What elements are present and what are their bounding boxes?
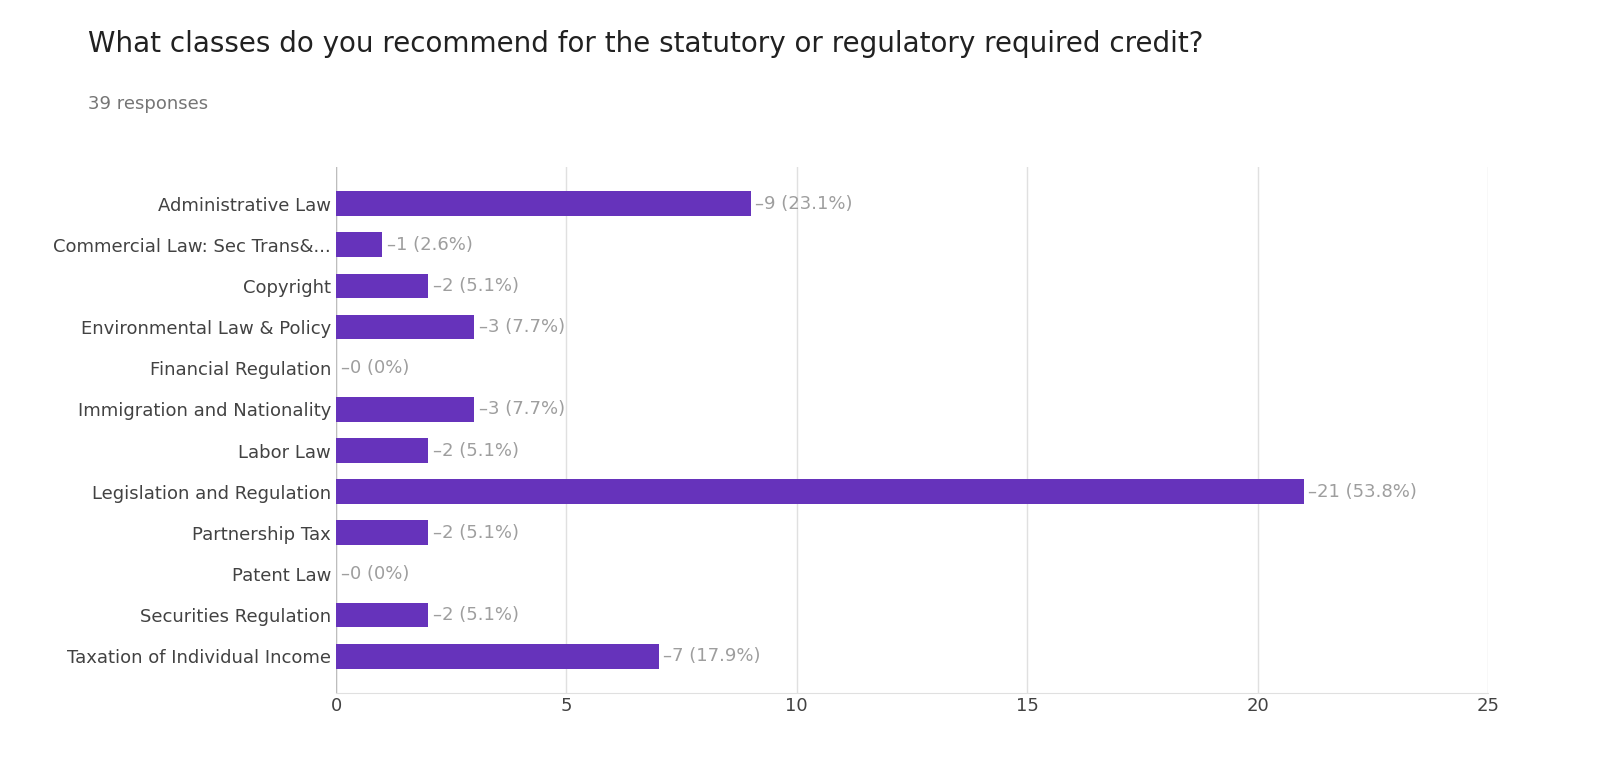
Text: –2 (5.1%): –2 (5.1%) xyxy=(432,441,518,460)
Text: –3 (7.7%): –3 (7.7%) xyxy=(478,400,565,419)
Text: –0 (0%): –0 (0%) xyxy=(341,565,410,583)
Bar xyxy=(336,397,474,422)
Bar xyxy=(336,644,659,669)
Text: –2 (5.1%): –2 (5.1%) xyxy=(432,607,518,624)
Text: –9 (23.1%): –9 (23.1%) xyxy=(755,195,853,212)
Bar xyxy=(336,232,382,257)
Bar xyxy=(336,479,1304,504)
Bar xyxy=(336,315,474,339)
Text: –2 (5.1%): –2 (5.1%) xyxy=(432,277,518,295)
Text: 39 responses: 39 responses xyxy=(88,95,208,113)
Text: What classes do you recommend for the statutory or regulatory required credit?: What classes do you recommend for the st… xyxy=(88,30,1203,59)
Text: –0 (0%): –0 (0%) xyxy=(341,359,410,377)
Bar xyxy=(336,438,429,463)
Text: –2 (5.1%): –2 (5.1%) xyxy=(432,524,518,542)
Text: –21 (53.8%): –21 (53.8%) xyxy=(1309,482,1418,501)
Bar xyxy=(336,274,429,298)
Bar xyxy=(336,521,429,545)
Text: –1 (2.6%): –1 (2.6%) xyxy=(387,236,472,253)
Bar xyxy=(336,603,429,628)
Bar xyxy=(336,191,750,216)
Text: –7 (17.9%): –7 (17.9%) xyxy=(662,648,760,665)
Text: –3 (7.7%): –3 (7.7%) xyxy=(478,318,565,336)
